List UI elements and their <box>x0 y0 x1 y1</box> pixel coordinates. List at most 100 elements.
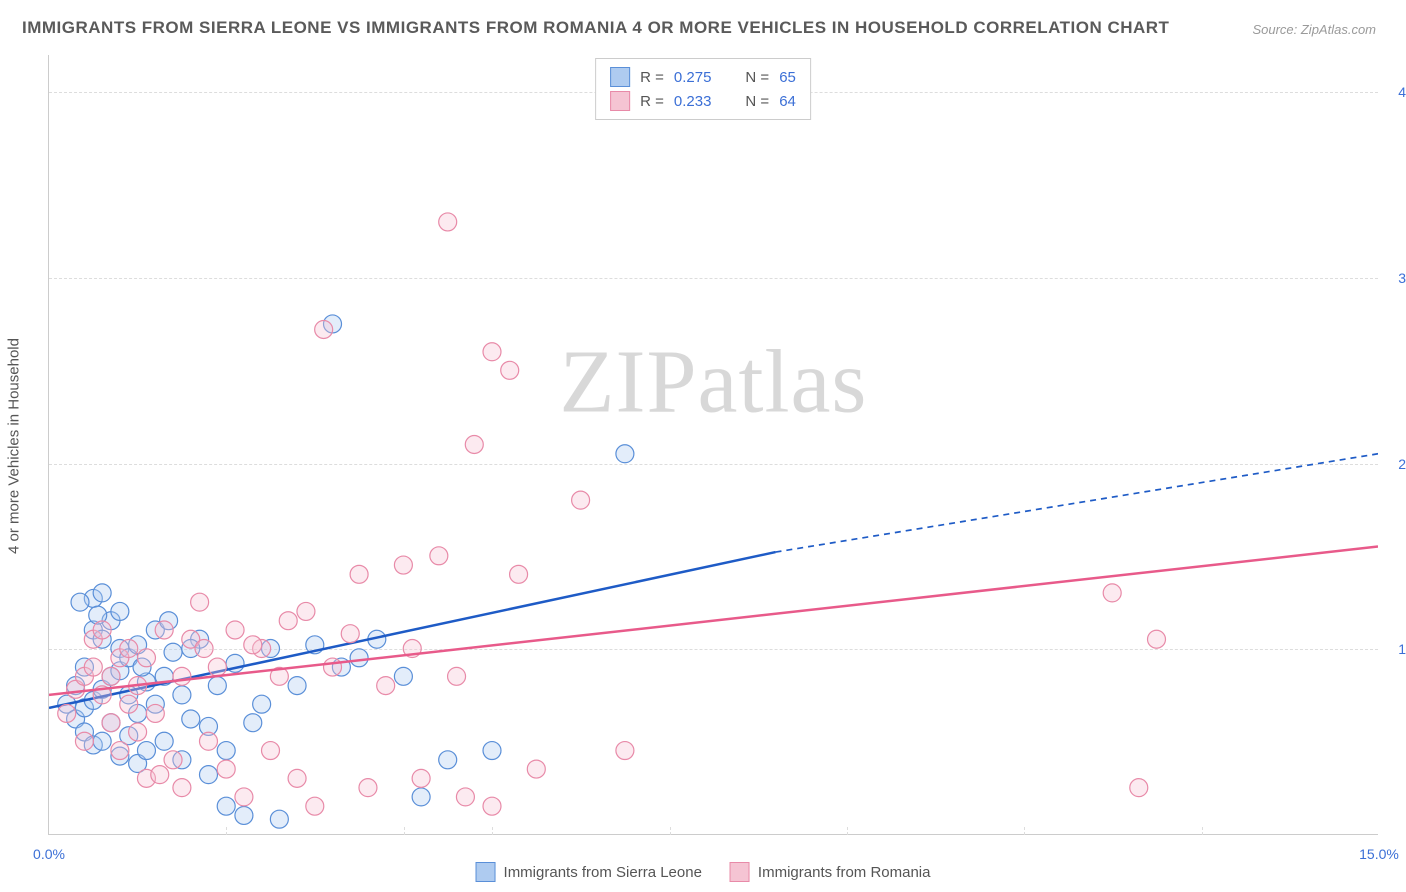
data-point <box>217 742 235 760</box>
legend-n-value: 65 <box>779 69 796 86</box>
data-point <box>111 602 129 620</box>
data-point <box>244 636 262 654</box>
data-point <box>1148 630 1166 648</box>
data-point <box>173 667 191 685</box>
data-point <box>483 343 501 361</box>
data-point <box>164 751 182 769</box>
data-point <box>616 742 634 760</box>
legend-swatch <box>610 67 630 87</box>
data-point <box>58 704 76 722</box>
y-tick-label: 40.0% <box>1398 84 1406 100</box>
legend-n-value: 64 <box>779 93 796 110</box>
legend-n-label: N = <box>745 93 769 110</box>
legend-series-label: Immigrants from Sierra Leone <box>504 864 702 881</box>
data-point <box>199 732 217 750</box>
trend-line <box>49 547 1378 695</box>
legend-swatch <box>476 862 496 882</box>
data-point <box>315 321 333 339</box>
data-point <box>146 704 164 722</box>
data-point <box>412 788 430 806</box>
data-point <box>235 806 253 824</box>
data-point <box>341 625 359 643</box>
data-point <box>377 677 395 695</box>
data-point <box>350 649 368 667</box>
x-tick-label: 0.0% <box>33 846 65 862</box>
data-point <box>93 621 111 639</box>
data-point <box>394 667 412 685</box>
source-label: Source: ZipAtlas.com <box>1252 22 1376 37</box>
chart-area: ZIPatlas 10.0%20.0%30.0%40.0%0.0%15.0% <box>48 55 1378 835</box>
data-point <box>439 213 457 231</box>
data-point <box>297 602 315 620</box>
data-point <box>1130 779 1148 797</box>
data-point <box>120 640 138 658</box>
data-point <box>288 677 306 695</box>
data-point <box>155 621 173 639</box>
data-point <box>208 658 226 676</box>
data-point <box>195 640 213 658</box>
data-point <box>483 742 501 760</box>
legend-correlation-row: R = 0.275 N = 65 <box>610 65 796 89</box>
data-point <box>120 695 138 713</box>
data-point <box>412 769 430 787</box>
data-point <box>93 732 111 750</box>
data-point <box>430 547 448 565</box>
data-point <box>173 686 191 704</box>
chart-title: IMMIGRANTS FROM SIERRA LEONE VS IMMIGRAN… <box>22 18 1169 38</box>
data-point <box>226 621 244 639</box>
legend-r-label: R = <box>640 93 664 110</box>
data-point <box>350 565 368 583</box>
data-point <box>137 742 155 760</box>
data-point <box>465 436 483 454</box>
data-point <box>191 593 209 611</box>
legend-n-label: N = <box>745 69 769 86</box>
data-point <box>137 649 155 667</box>
data-point <box>359 779 377 797</box>
data-point <box>244 714 262 732</box>
data-point <box>501 361 519 379</box>
data-point <box>155 732 173 750</box>
legend-r-label: R = <box>640 69 664 86</box>
legend-correlation: R =0.275N =65R =0.233N =64 <box>595 58 811 120</box>
legend-r-value: 0.275 <box>674 69 712 86</box>
y-axis-label: 4 or more Vehicles in Household <box>6 338 23 554</box>
data-point <box>75 732 93 750</box>
data-point <box>324 658 342 676</box>
data-point <box>1103 584 1121 602</box>
data-point <box>199 766 217 784</box>
data-point <box>102 714 120 732</box>
data-point <box>102 667 120 685</box>
data-point <box>253 695 271 713</box>
data-point <box>71 593 89 611</box>
legend-swatch <box>610 91 630 111</box>
data-point <box>164 643 182 661</box>
legend-swatch <box>730 862 750 882</box>
y-tick-label: 20.0% <box>1398 456 1406 472</box>
data-point <box>182 710 200 728</box>
data-point <box>270 810 288 828</box>
data-point <box>510 565 528 583</box>
legend-series-item: Immigrants from Sierra Leone <box>476 862 702 882</box>
data-point <box>93 584 111 602</box>
data-point <box>262 742 280 760</box>
data-point <box>527 760 545 778</box>
plot-svg <box>49 55 1378 834</box>
data-point <box>173 779 191 797</box>
data-point <box>84 658 102 676</box>
data-point <box>208 677 226 695</box>
legend-series-label: Immigrants from Romania <box>758 864 931 881</box>
y-tick-label: 10.0% <box>1398 641 1406 657</box>
data-point <box>279 612 297 630</box>
legend-correlation-row: R =0.233N =64 <box>610 89 796 113</box>
data-point <box>394 556 412 574</box>
data-point <box>439 751 457 769</box>
trend-line-dashed <box>776 454 1378 552</box>
data-point <box>235 788 253 806</box>
data-point <box>288 769 306 787</box>
y-tick-label: 30.0% <box>1398 270 1406 286</box>
data-point <box>151 766 169 784</box>
data-point <box>448 667 466 685</box>
data-point <box>306 797 324 815</box>
legend-series-item: Immigrants from Romania <box>730 862 931 882</box>
data-point <box>217 760 235 778</box>
